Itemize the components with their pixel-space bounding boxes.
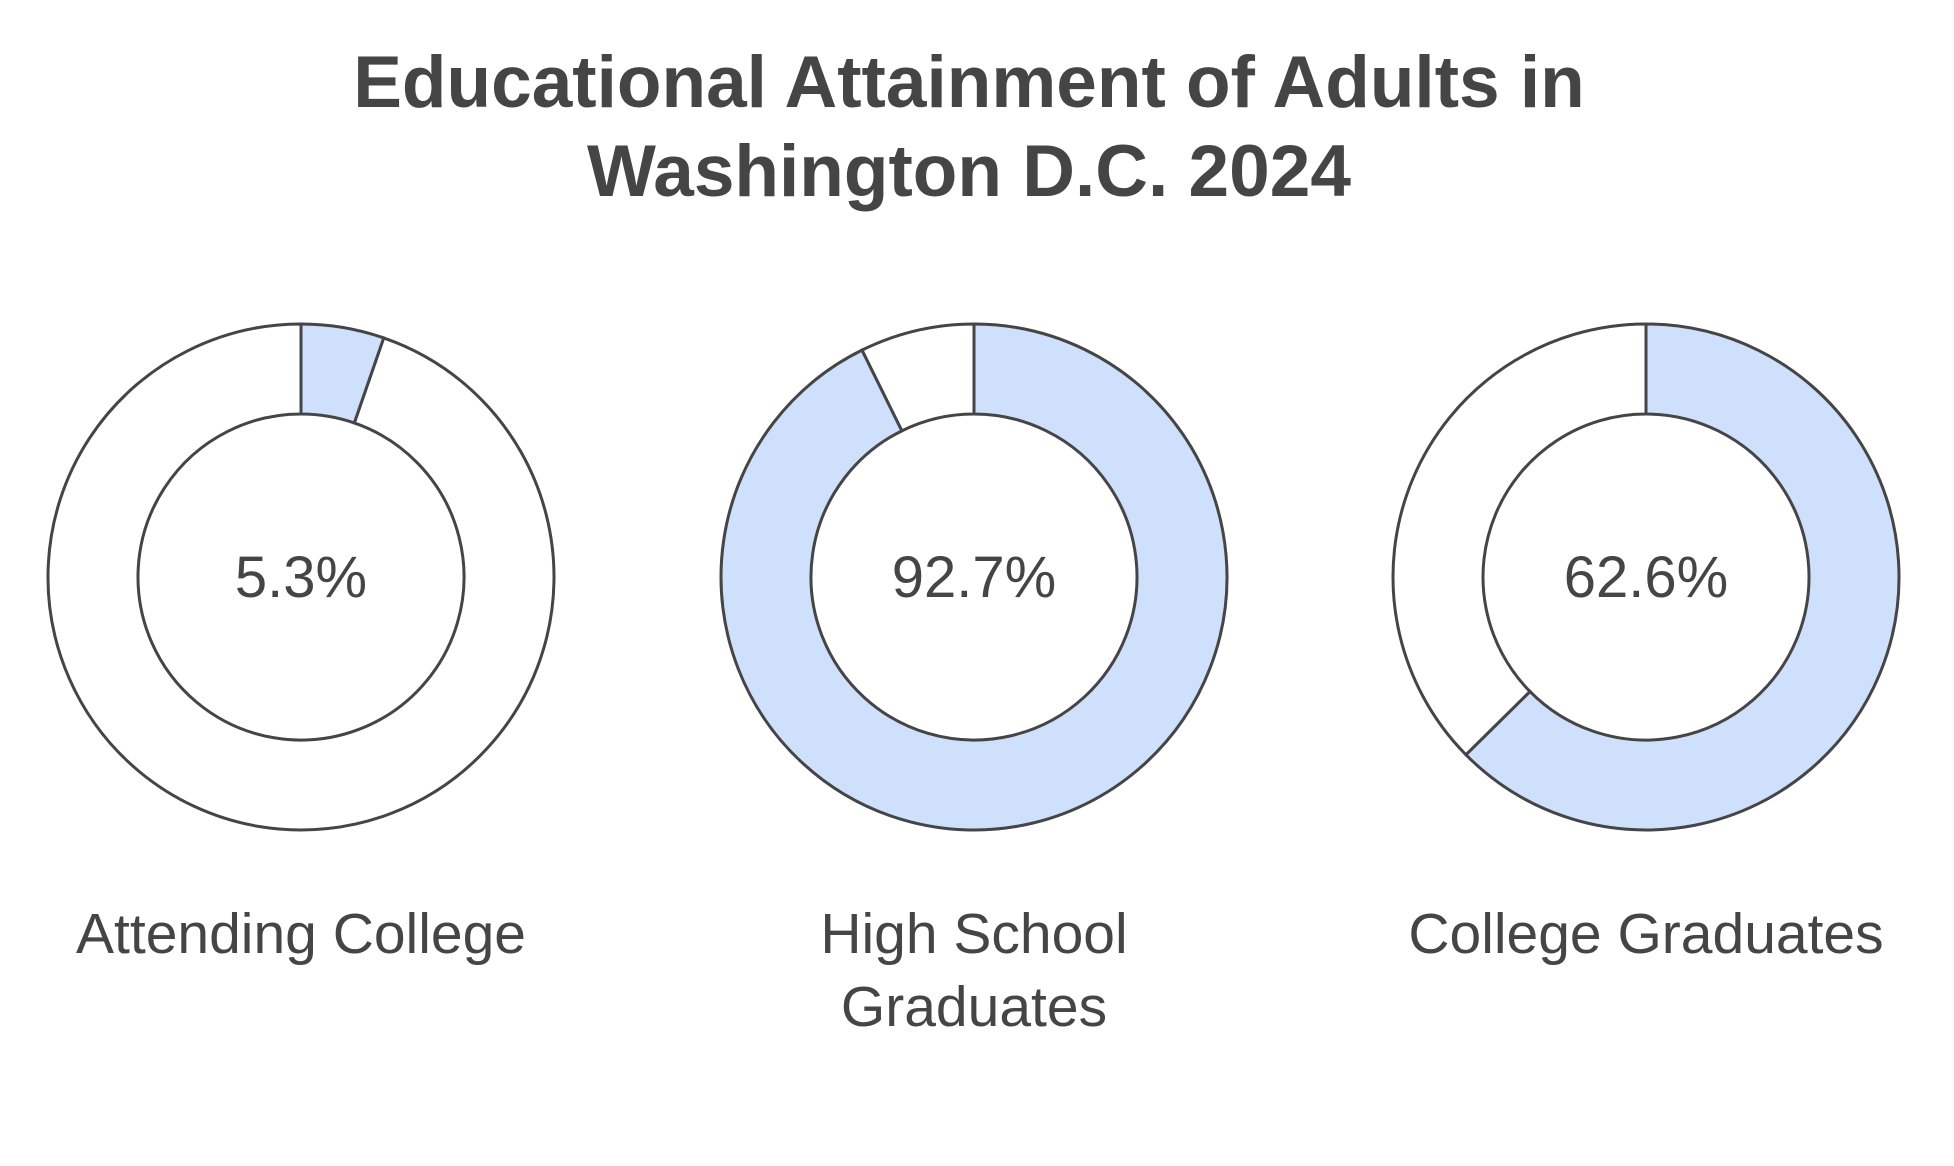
donut-high-school-graduates xyxy=(719,322,1229,832)
donut-segment-value xyxy=(1463,322,1901,832)
value-label-college-graduates: 62.6% xyxy=(1564,545,1728,610)
category-label-line-1: High School xyxy=(820,902,1128,966)
category-label-attending-college: Attending College xyxy=(0,898,611,971)
donut-segment-remainder xyxy=(1391,322,1648,757)
chart-title-line-1: Educational Attainment of Adults in xyxy=(353,42,1585,123)
category-label-line-1: College Graduates xyxy=(1408,902,1884,966)
donut-attending-college xyxy=(46,322,556,832)
category-label-line-1: Attending College xyxy=(76,902,526,966)
donut-college-graduates xyxy=(1391,322,1901,832)
category-label-high-school-graduates: High School Graduates xyxy=(664,898,1284,1044)
donut-segment-value xyxy=(299,322,386,425)
value-label-attending-college: 5.3% xyxy=(235,545,367,610)
category-label-line-2: Graduates xyxy=(840,975,1108,1039)
chart-title: Educational Attainment of Adults in Wash… xyxy=(0,38,1938,216)
category-label-college-graduates: College Graduates xyxy=(1336,898,1954,971)
donut-segment-remainder xyxy=(46,322,556,832)
value-label-high-school-graduates: 92.7% xyxy=(892,545,1056,610)
chart-title-line-2: Washington D.C. 2024 xyxy=(587,131,1351,212)
donut-segment-value xyxy=(719,322,1229,832)
